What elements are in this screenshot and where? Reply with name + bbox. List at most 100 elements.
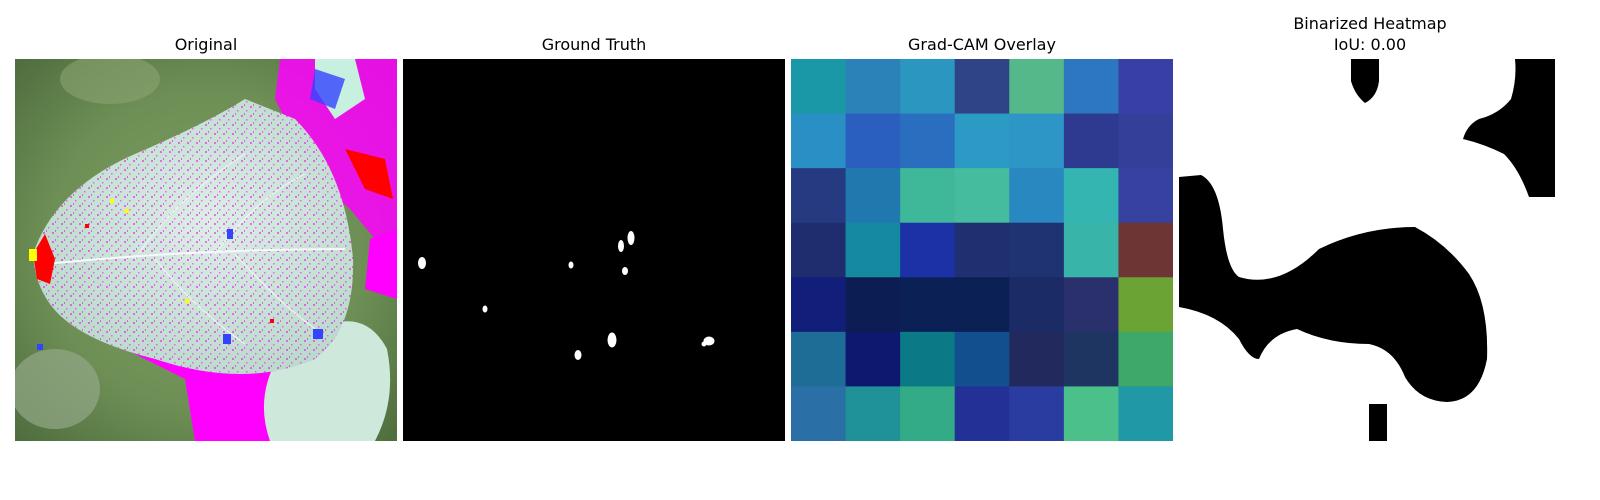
heatmap-cell [791, 113, 847, 169]
blur-blob [15, 349, 100, 429]
heatmap-cell [845, 277, 901, 333]
heatmap-cell [1118, 277, 1173, 333]
heatmap-cell [1118, 222, 1173, 278]
heatmap-cell [791, 168, 847, 224]
heatmap-cell [1009, 59, 1065, 115]
heatmap-cell [1063, 386, 1119, 441]
leaf-vein [134, 153, 246, 260]
heatmap-cell [954, 331, 1010, 387]
original-image [15, 59, 397, 441]
heatmap-cell [954, 222, 1010, 278]
heatmap-cell [1009, 277, 1065, 333]
artifact-region [270, 319, 274, 323]
heatmap-cell [1063, 331, 1119, 387]
mask-blob [618, 240, 624, 252]
mask-blob [482, 305, 488, 313]
panel-ground-truth: Ground Truth [403, 0, 785, 500]
heatmap-cell [845, 113, 901, 169]
heatmap-cell [954, 277, 1010, 333]
blur-blob [60, 59, 160, 104]
heatmap-cell [954, 386, 1010, 441]
heatmap-cell [791, 277, 847, 333]
mask-blob [418, 257, 426, 269]
artifact-region [37, 344, 43, 350]
binary-region [1351, 59, 1379, 103]
heatmap-cell [900, 386, 956, 441]
binarized-heatmap-image [1179, 59, 1561, 441]
mask-blob [701, 341, 707, 347]
binary-region [1463, 59, 1555, 197]
heatmap-cell [845, 59, 901, 115]
mask-blob [607, 332, 617, 348]
leaf-speckle [33, 99, 354, 374]
artifact-region [227, 229, 233, 239]
artifact-region [33, 234, 55, 284]
heatmap-cell [845, 168, 901, 224]
panel-binarized-heatmap: Binarized Heatmap IoU: 0.00 [1179, 0, 1561, 500]
heatmap-cell [1063, 222, 1119, 278]
mask-blob [574, 350, 582, 360]
panel-original: Original [15, 0, 397, 500]
heatmap-cell [791, 222, 847, 278]
heatmap-cell [1118, 113, 1173, 169]
artifact-region [125, 209, 129, 213]
panel-title-ground-truth: Ground Truth [541, 35, 647, 54]
artifact-region [313, 329, 323, 339]
heatmap-cell [1118, 331, 1173, 387]
heatmap-cell [1118, 386, 1173, 441]
iou-label: IoU: 0.00 [1333, 35, 1407, 54]
heatmap-cell [900, 113, 956, 169]
binary-region [1179, 175, 1488, 402]
heatmap-cell [900, 59, 956, 115]
artifact-region [200, 389, 270, 441]
heatmap-cell [791, 59, 847, 115]
heatmap-cell [1009, 222, 1065, 278]
mask-blob [568, 261, 574, 269]
leaf-vein [234, 253, 316, 330]
heatmap-cell [1118, 59, 1173, 115]
heatmap-cell [1118, 168, 1173, 224]
gradcam-heatmap [791, 59, 1173, 441]
heatmap-cell [1009, 168, 1065, 224]
heatmap-cell [1009, 113, 1065, 169]
artifact-region [275, 59, 397, 259]
heatmap-cell [900, 277, 956, 333]
artifact-region [185, 299, 189, 303]
heatmap-cell [900, 222, 956, 278]
heatmap-cell [954, 168, 1010, 224]
artifact-region [345, 149, 393, 199]
leaf-vein [154, 258, 246, 345]
panel-title-original: Original [174, 35, 238, 54]
leaf-vein [44, 248, 346, 265]
heatmap-cell [1063, 113, 1119, 169]
heatmap-cell [845, 331, 901, 387]
binary-region [1369, 404, 1387, 441]
artifact-region [223, 334, 231, 344]
heatmap-cell [1063, 59, 1119, 115]
artifact-region [85, 224, 89, 228]
artifact-region [110, 199, 114, 203]
mask-background [403, 59, 785, 441]
panel-title-gradcam: Grad-CAM Overlay [908, 35, 1056, 54]
heatmap-cell [1063, 277, 1119, 333]
heatmap-cell [1009, 386, 1065, 441]
artifact-region [365, 229, 397, 299]
heatmap-cell [791, 386, 847, 441]
artifact-region [310, 69, 345, 109]
heatmap-cell [845, 222, 901, 278]
heatmap-cell [954, 59, 1010, 115]
heatmap-cell [1063, 168, 1119, 224]
heatmap-cell [900, 168, 956, 224]
heatmap-cell [791, 331, 847, 387]
mask-blob [627, 231, 635, 245]
panel-title-binarized: Binarized Heatmap [1293, 14, 1447, 33]
leaf-vein [214, 173, 306, 255]
artifact-region [29, 249, 37, 261]
mask-blob [622, 267, 628, 275]
ground-truth-mask [403, 59, 785, 441]
heatmap-cell [1009, 331, 1065, 387]
heatmap-cell [845, 386, 901, 441]
heatmap-cell [954, 113, 1010, 169]
panel-gradcam-overlay: Grad-CAM Overlay [791, 0, 1173, 500]
heatmap-cell [900, 331, 956, 387]
